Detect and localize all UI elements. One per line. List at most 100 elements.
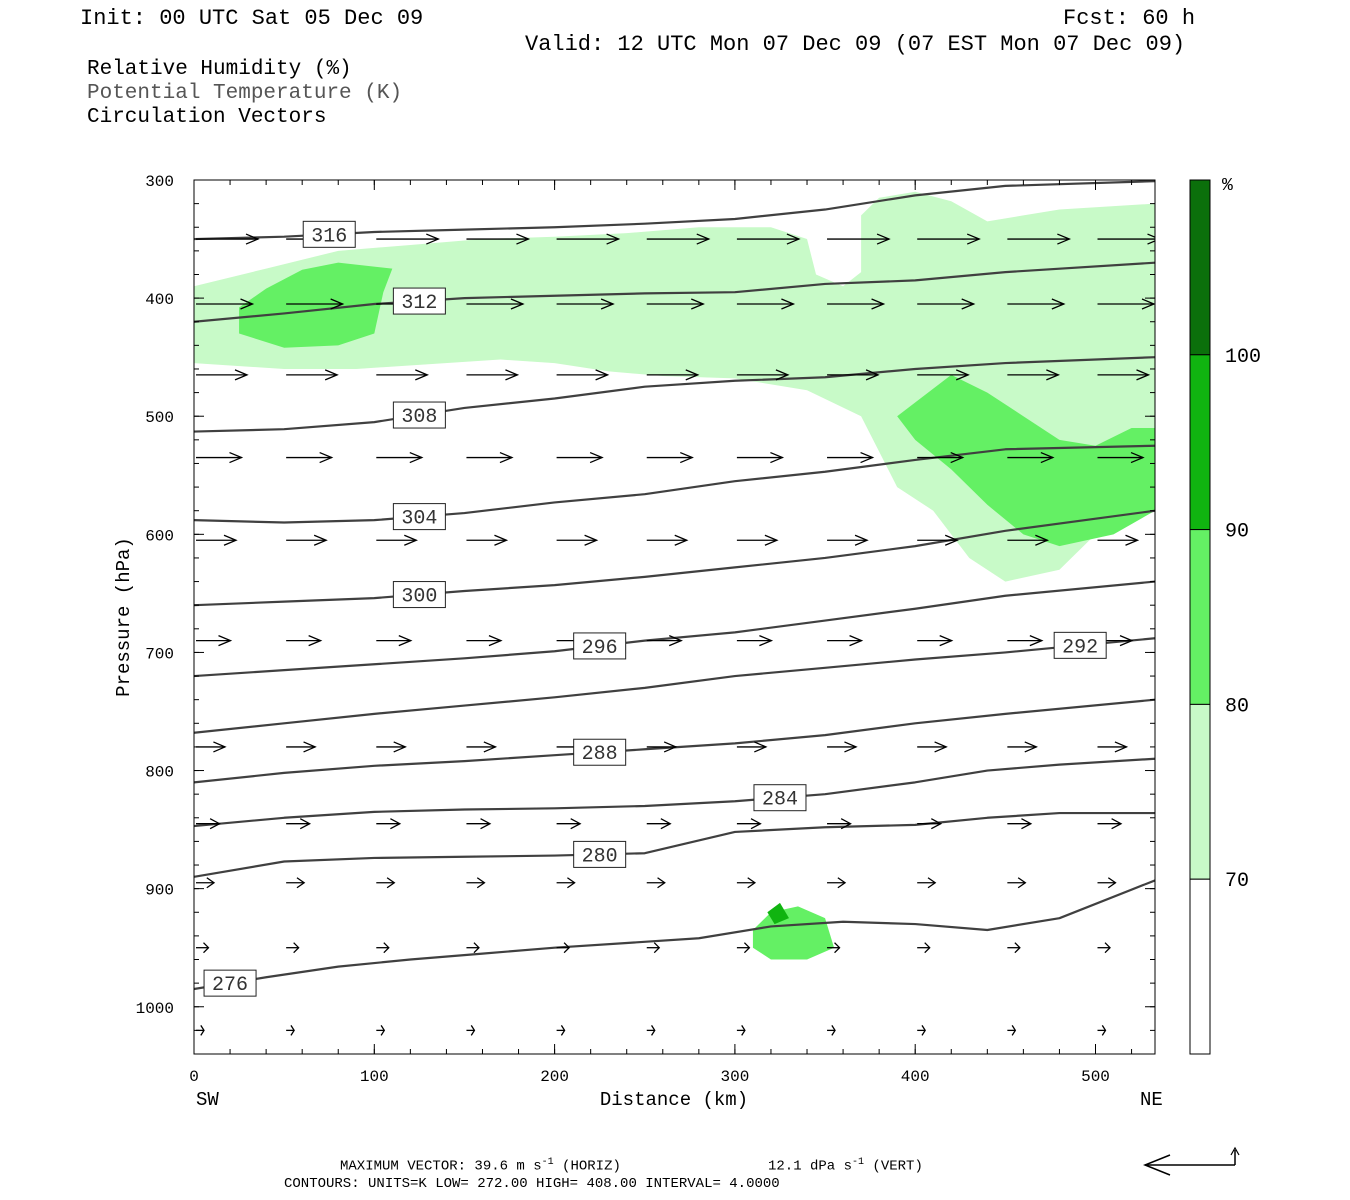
- svg-text:300: 300: [145, 173, 174, 191]
- horiz-suffix: (HORIZ): [553, 1158, 621, 1175]
- max-vector-vert: 12.1 dPa s: [768, 1158, 853, 1175]
- axes: 300 400 500 600 700 800 900 1000 0 100 200 300 400 50…: [136, 173, 1155, 1086]
- vector-arrow: [827, 741, 858, 753]
- vector-arrow: [1097, 942, 1111, 954]
- vector-arrow: [376, 635, 413, 647]
- vector-arrow: [917, 298, 976, 310]
- vector-arrow: [1097, 451, 1145, 464]
- vector-arrow: [286, 741, 317, 753]
- reference-vector-icon: [1142, 1146, 1240, 1176]
- theta-contour-300: [194, 509, 1155, 607]
- vector-arrow: [736, 369, 790, 381]
- vector-arrow: [556, 298, 615, 310]
- contour-label-304: 304: [392, 503, 446, 531]
- vector-arrow: [466, 818, 492, 830]
- vector-arrow: [1097, 877, 1117, 889]
- y-tick: 300: [145, 173, 1155, 191]
- contour-label-296: 296: [573, 632, 627, 660]
- vector-arrow: [1097, 818, 1123, 830]
- svg-text:500: 500: [1081, 1068, 1110, 1086]
- max-vector-line: MAXIMUM VECTOR: 39.6 m s-1 (HORIZ): [340, 1157, 621, 1175]
- colorbar-level: 90: [1225, 521, 1249, 544]
- svg-text:900: 900: [145, 882, 174, 900]
- vector-arrow: [736, 1025, 746, 1036]
- vector-arrow: [466, 877, 486, 889]
- theta-contour-284: [194, 757, 1155, 828]
- svg-text:700: 700: [145, 645, 174, 663]
- vector-arrow: [556, 818, 582, 830]
- vector-arrow: [736, 741, 768, 753]
- vector-arrow: [917, 1025, 926, 1036]
- vector-arrow: [646, 942, 661, 954]
- contour-label-284: 284: [753, 784, 807, 812]
- vector-arrow: [827, 877, 847, 889]
- vector-arrow: [917, 942, 931, 954]
- contour-label-308: 308: [392, 401, 446, 429]
- vector-arrow: [466, 534, 509, 546]
- init-time: Init: 00 UTC Sat 05 Dec 09: [80, 6, 424, 31]
- vector-arrow: [1097, 741, 1129, 753]
- svg-text:304: 304: [401, 508, 437, 531]
- theta-contour-312: [194, 261, 1155, 323]
- theta-contour-308: [194, 356, 1155, 433]
- svg-text:100: 100: [360, 1068, 389, 1086]
- vector-arrow: [556, 451, 604, 464]
- colorbar-segment: [1189, 529, 1211, 705]
- max-vector-horiz: MAXIMUM VECTOR: 39.6 m s: [340, 1158, 542, 1175]
- legend-rh: Relative Humidity (%): [87, 58, 352, 81]
- vector-arrow: [196, 635, 233, 647]
- vector-arrow: [917, 818, 943, 830]
- vector-arrow: [646, 369, 700, 381]
- x-axis-label: Distance (km): [600, 1089, 748, 1111]
- vector-arrow: [646, 451, 694, 464]
- vector-arrow: [1097, 233, 1155, 245]
- vector-arrow: [196, 877, 216, 889]
- vector-arrow: [917, 451, 965, 464]
- vector-arrow: [376, 877, 396, 889]
- vector-arrow: [646, 298, 705, 310]
- colorbar-level: 100: [1225, 346, 1261, 369]
- colorbar-level: 70: [1225, 870, 1249, 893]
- vector-arrow: [1007, 741, 1038, 753]
- vector-arrow: [376, 451, 424, 464]
- svg-text:400: 400: [901, 1068, 930, 1086]
- svg-text:288: 288: [582, 743, 618, 766]
- vector-arrow: [1097, 1025, 1107, 1036]
- vector-arrow: [466, 1025, 476, 1036]
- vector-arrow: [286, 942, 300, 954]
- vector-arrow: [646, 1025, 656, 1036]
- vector-arrow: [556, 534, 599, 546]
- colorbar: % 100 90 80 70: [1189, 176, 1261, 1055]
- circulation-vectors: [196, 233, 1155, 1036]
- vector-arrow: [376, 233, 440, 245]
- vector-arrow: [196, 369, 249, 381]
- vector-arrow: [286, 298, 345, 310]
- vector-arrow: [646, 233, 711, 245]
- vector-arrow: [376, 741, 407, 753]
- x-tick: 0: [189, 180, 199, 1086]
- horiz-exponent: -1: [541, 1157, 554, 1168]
- svg-text:312: 312: [401, 292, 437, 315]
- vector-arrow: [556, 1025, 566, 1036]
- svg-text:1000: 1000: [136, 1000, 174, 1018]
- rh-region-80-3: [752, 906, 835, 960]
- y-axis-label: Pressure (hPa): [113, 537, 135, 697]
- vector-arrow: [196, 534, 238, 546]
- vector-arrow: [196, 818, 221, 830]
- contour-label-312: 312: [392, 287, 446, 315]
- vector-arrow: [376, 1025, 386, 1036]
- vector-arrow: [917, 369, 970, 381]
- y-tick: 900: [145, 882, 1155, 900]
- theta-contour-288: [194, 698, 1155, 784]
- colorbar-segment: [1189, 703, 1211, 880]
- vector-arrow: [827, 1025, 836, 1036]
- legend-vectors: Circulation Vectors: [87, 106, 327, 129]
- theta-contour-280: [194, 811, 1155, 878]
- vector-arrow: [286, 369, 339, 381]
- svg-text:292: 292: [1062, 636, 1098, 659]
- valid-time: Valid: 12 UTC Mon 07 Dec 09 (07 EST Mon …: [525, 32, 1186, 57]
- svg-text:400: 400: [145, 291, 174, 309]
- vector-arrow: [286, 534, 328, 546]
- vector-arrow: [736, 635, 774, 647]
